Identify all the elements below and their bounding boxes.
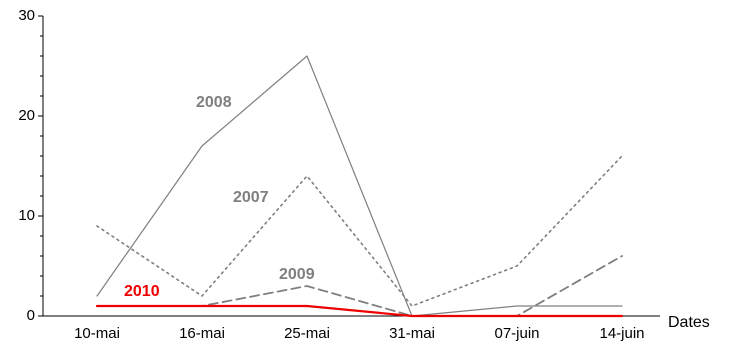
y-tick-label: 30 [18, 7, 35, 24]
y-tick-label: 20 [18, 107, 35, 124]
series-label-2009: 2009 [279, 266, 315, 283]
series-label-2007: 2007 [233, 189, 269, 206]
x-tick-label: 31-mai [389, 325, 435, 342]
x-tick-label: 14-juin [599, 325, 644, 342]
x-tick-label: 07-juin [494, 325, 539, 342]
series-label-2008: 2008 [196, 94, 232, 111]
series-line-2007 [96, 155, 623, 307]
x-tick-label: 25-mai [284, 325, 330, 342]
x-tick-label: 10-mai [74, 325, 120, 342]
x-tick-label: 16-mai [179, 325, 225, 342]
y-tick-label: 0 [27, 307, 35, 324]
series-line-2010 [95, 304, 624, 318]
y-tick-label: 10 [18, 207, 35, 224]
x-axis-title: Dates [668, 314, 710, 331]
series-line-2008 [96, 55, 623, 317]
series-label-2010: 2010 [124, 283, 160, 300]
